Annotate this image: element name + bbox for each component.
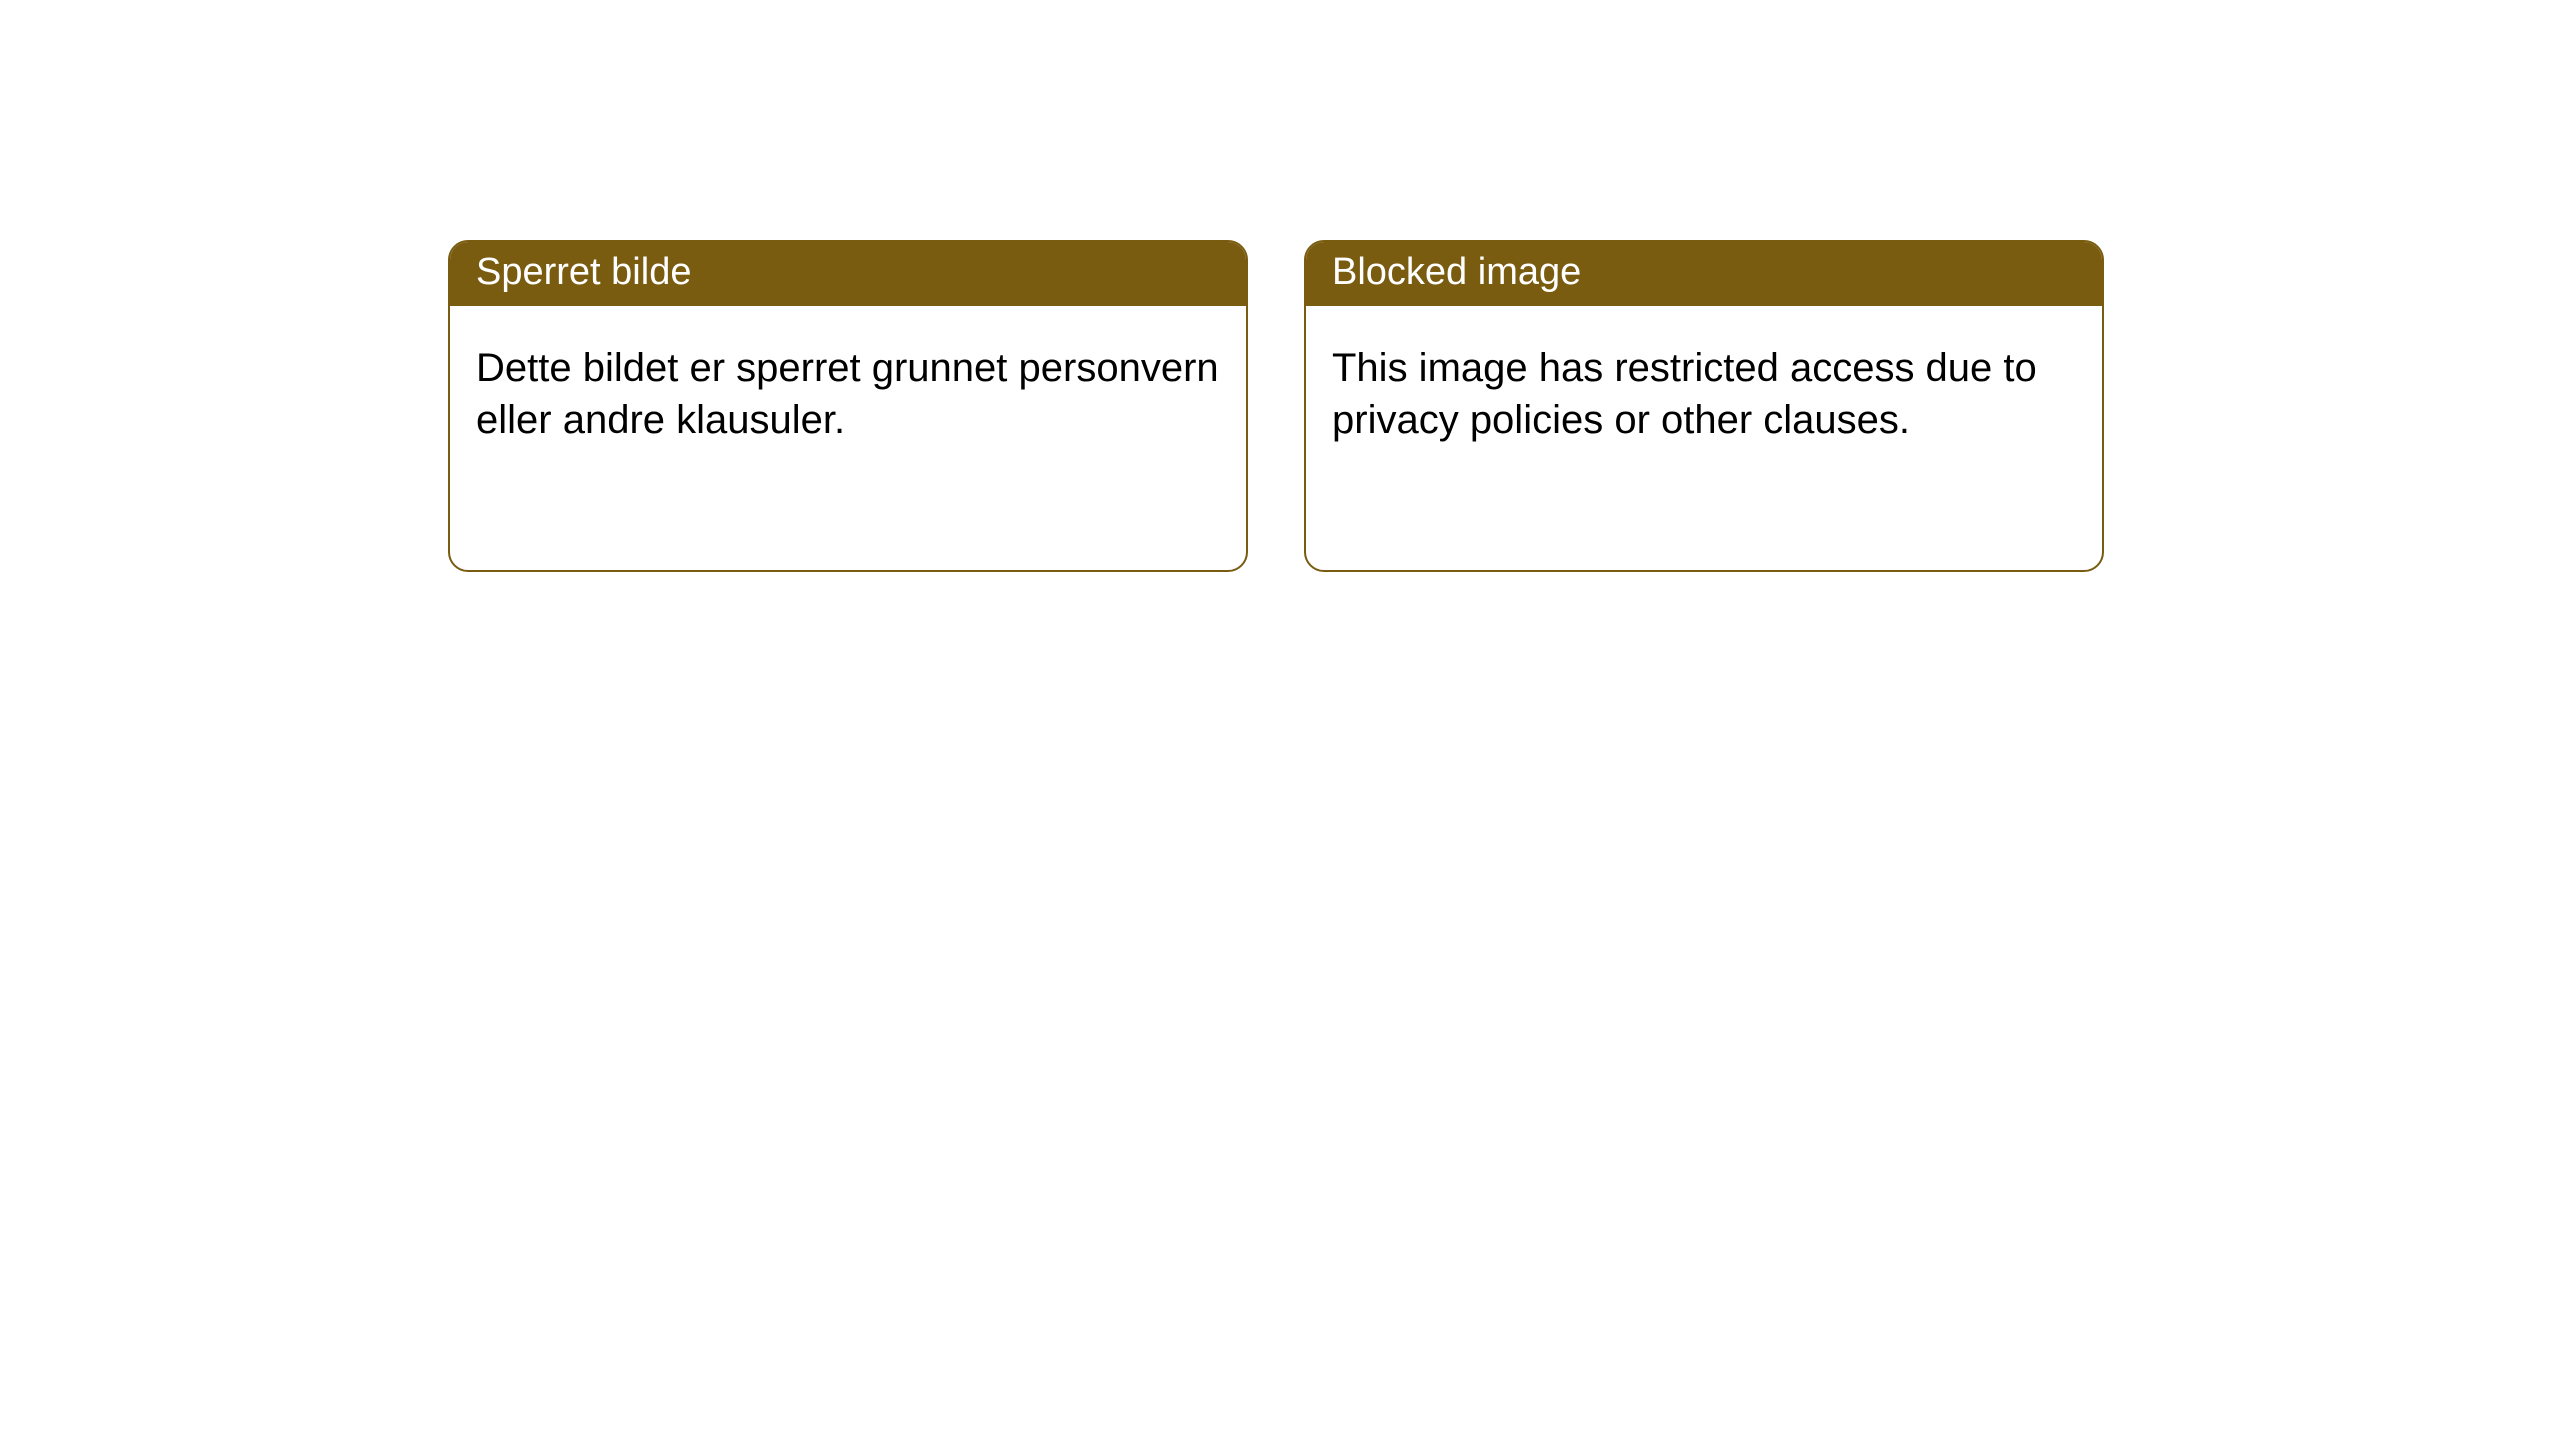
notice-card-header: Sperret bilde xyxy=(450,242,1246,306)
notice-card-no: Sperret bilde Dette bildet er sperret gr… xyxy=(448,240,1248,572)
notice-card-body: This image has restricted access due to … xyxy=(1306,306,2102,472)
notice-card-header: Blocked image xyxy=(1306,242,2102,306)
notice-container: Sperret bilde Dette bildet er sperret gr… xyxy=(0,0,2560,572)
notice-card-en: Blocked image This image has restricted … xyxy=(1304,240,2104,572)
notice-card-body: Dette bildet er sperret grunnet personve… xyxy=(450,306,1246,472)
